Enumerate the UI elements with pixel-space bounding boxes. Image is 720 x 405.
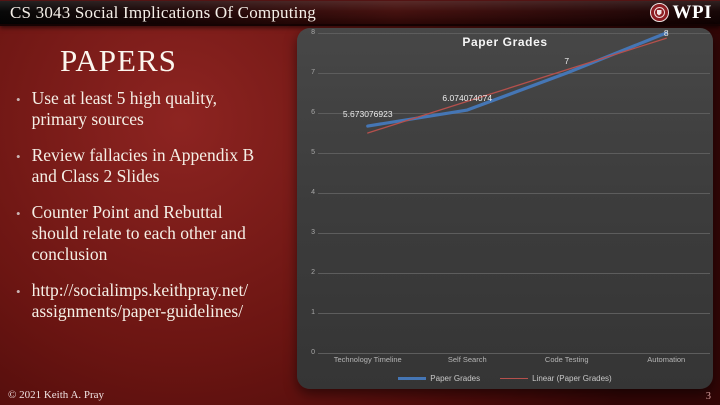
page-number: 3	[705, 391, 711, 402]
bullet-icon: •	[16, 149, 21, 164]
data-label: 8	[663, 28, 669, 38]
y-axis-label: 8	[311, 29, 315, 36]
course-title: CS 3043 Social Implications Of Computing	[10, 2, 316, 22]
series-line-trendline	[367, 37, 667, 134]
gridline	[318, 273, 710, 274]
gridline	[318, 33, 710, 34]
legend-label: Linear (Paper Grades)	[532, 374, 612, 383]
data-label: 7	[564, 56, 570, 66]
gridline	[318, 313, 710, 314]
y-axis-label: 4	[311, 189, 315, 196]
bullet-text: http://socialimps.keithpray.net/ assignm…	[31, 280, 249, 321]
legend-item: Linear (Paper Grades)	[500, 374, 612, 383]
bullet-text: Use at least 5 high quality, primary sou…	[31, 88, 218, 129]
gridline	[318, 113, 710, 114]
bullet-list: • Use at least 5 high quality, primary so…	[16, 88, 292, 337]
y-axis-label: 2	[311, 269, 315, 276]
wpi-seal-icon	[649, 3, 669, 22]
y-axis-label: 5	[311, 149, 315, 156]
page-title: PAPERS	[60, 43, 177, 78]
y-axis-label: 7	[311, 69, 315, 76]
series-line-paper-grades	[366, 31, 668, 128]
paper-grades-chart: Paper Grades 0 1 2 3 4 5 6 7 8 Technology Timelin…	[297, 28, 713, 389]
wpi-logo-text: WPI	[672, 1, 712, 23]
y-axis-label: 1	[311, 309, 315, 316]
list-item: • Review fallacies in Appendix B and Clas…	[16, 145, 292, 187]
gridline	[318, 353, 710, 354]
legend-swatch	[500, 377, 529, 380]
legend-swatch	[398, 376, 427, 381]
wpi-logo: WPI	[649, 1, 713, 24]
bullet-icon: •	[16, 206, 21, 221]
bullet-icon: •	[16, 284, 21, 299]
chart-series-canvas	[366, 31, 668, 134]
y-axis-label: 3	[311, 229, 315, 236]
gridline	[318, 233, 710, 234]
legend-label: Paper Grades	[430, 374, 481, 383]
y-axis-label: 0	[311, 349, 315, 356]
bullet-text: Counter Point and Rebuttal should relate…	[31, 202, 246, 264]
list-item: • Use at least 5 high quality, primary so…	[16, 88, 292, 130]
slide-header: CS 3043 Social Implications Of Computing…	[0, 0, 720, 26]
x-axis-label: Self Search	[447, 355, 487, 364]
list-item: • Counter Point and Rebuttal should relat…	[16, 202, 292, 265]
y-axis-label: 6	[311, 109, 315, 116]
x-axis-label: Technology Timeline	[333, 355, 402, 364]
x-axis-label: Automation	[647, 355, 686, 364]
chart-legend: Paper Grades Linear (Paper Grades)	[297, 374, 713, 383]
gridline	[318, 153, 710, 154]
gridline	[318, 193, 710, 194]
list-item: • http://socialimps.keithpray.net/ assign…	[16, 280, 292, 322]
bullet-text: Review fallacies in Appendix B and Class…	[31, 145, 255, 186]
gridline	[318, 73, 710, 74]
copyright-text: © 2021 Keith A. Pray	[8, 389, 105, 401]
chart-title: Paper Grades	[462, 35, 548, 49]
bullet-icon: •	[16, 92, 21, 107]
data-label: 5.673076923	[342, 109, 393, 120]
legend-item: Paper Grades	[398, 374, 480, 383]
data-label: 6.074074074	[442, 93, 493, 104]
x-axis-label: Code Testing	[544, 355, 589, 364]
